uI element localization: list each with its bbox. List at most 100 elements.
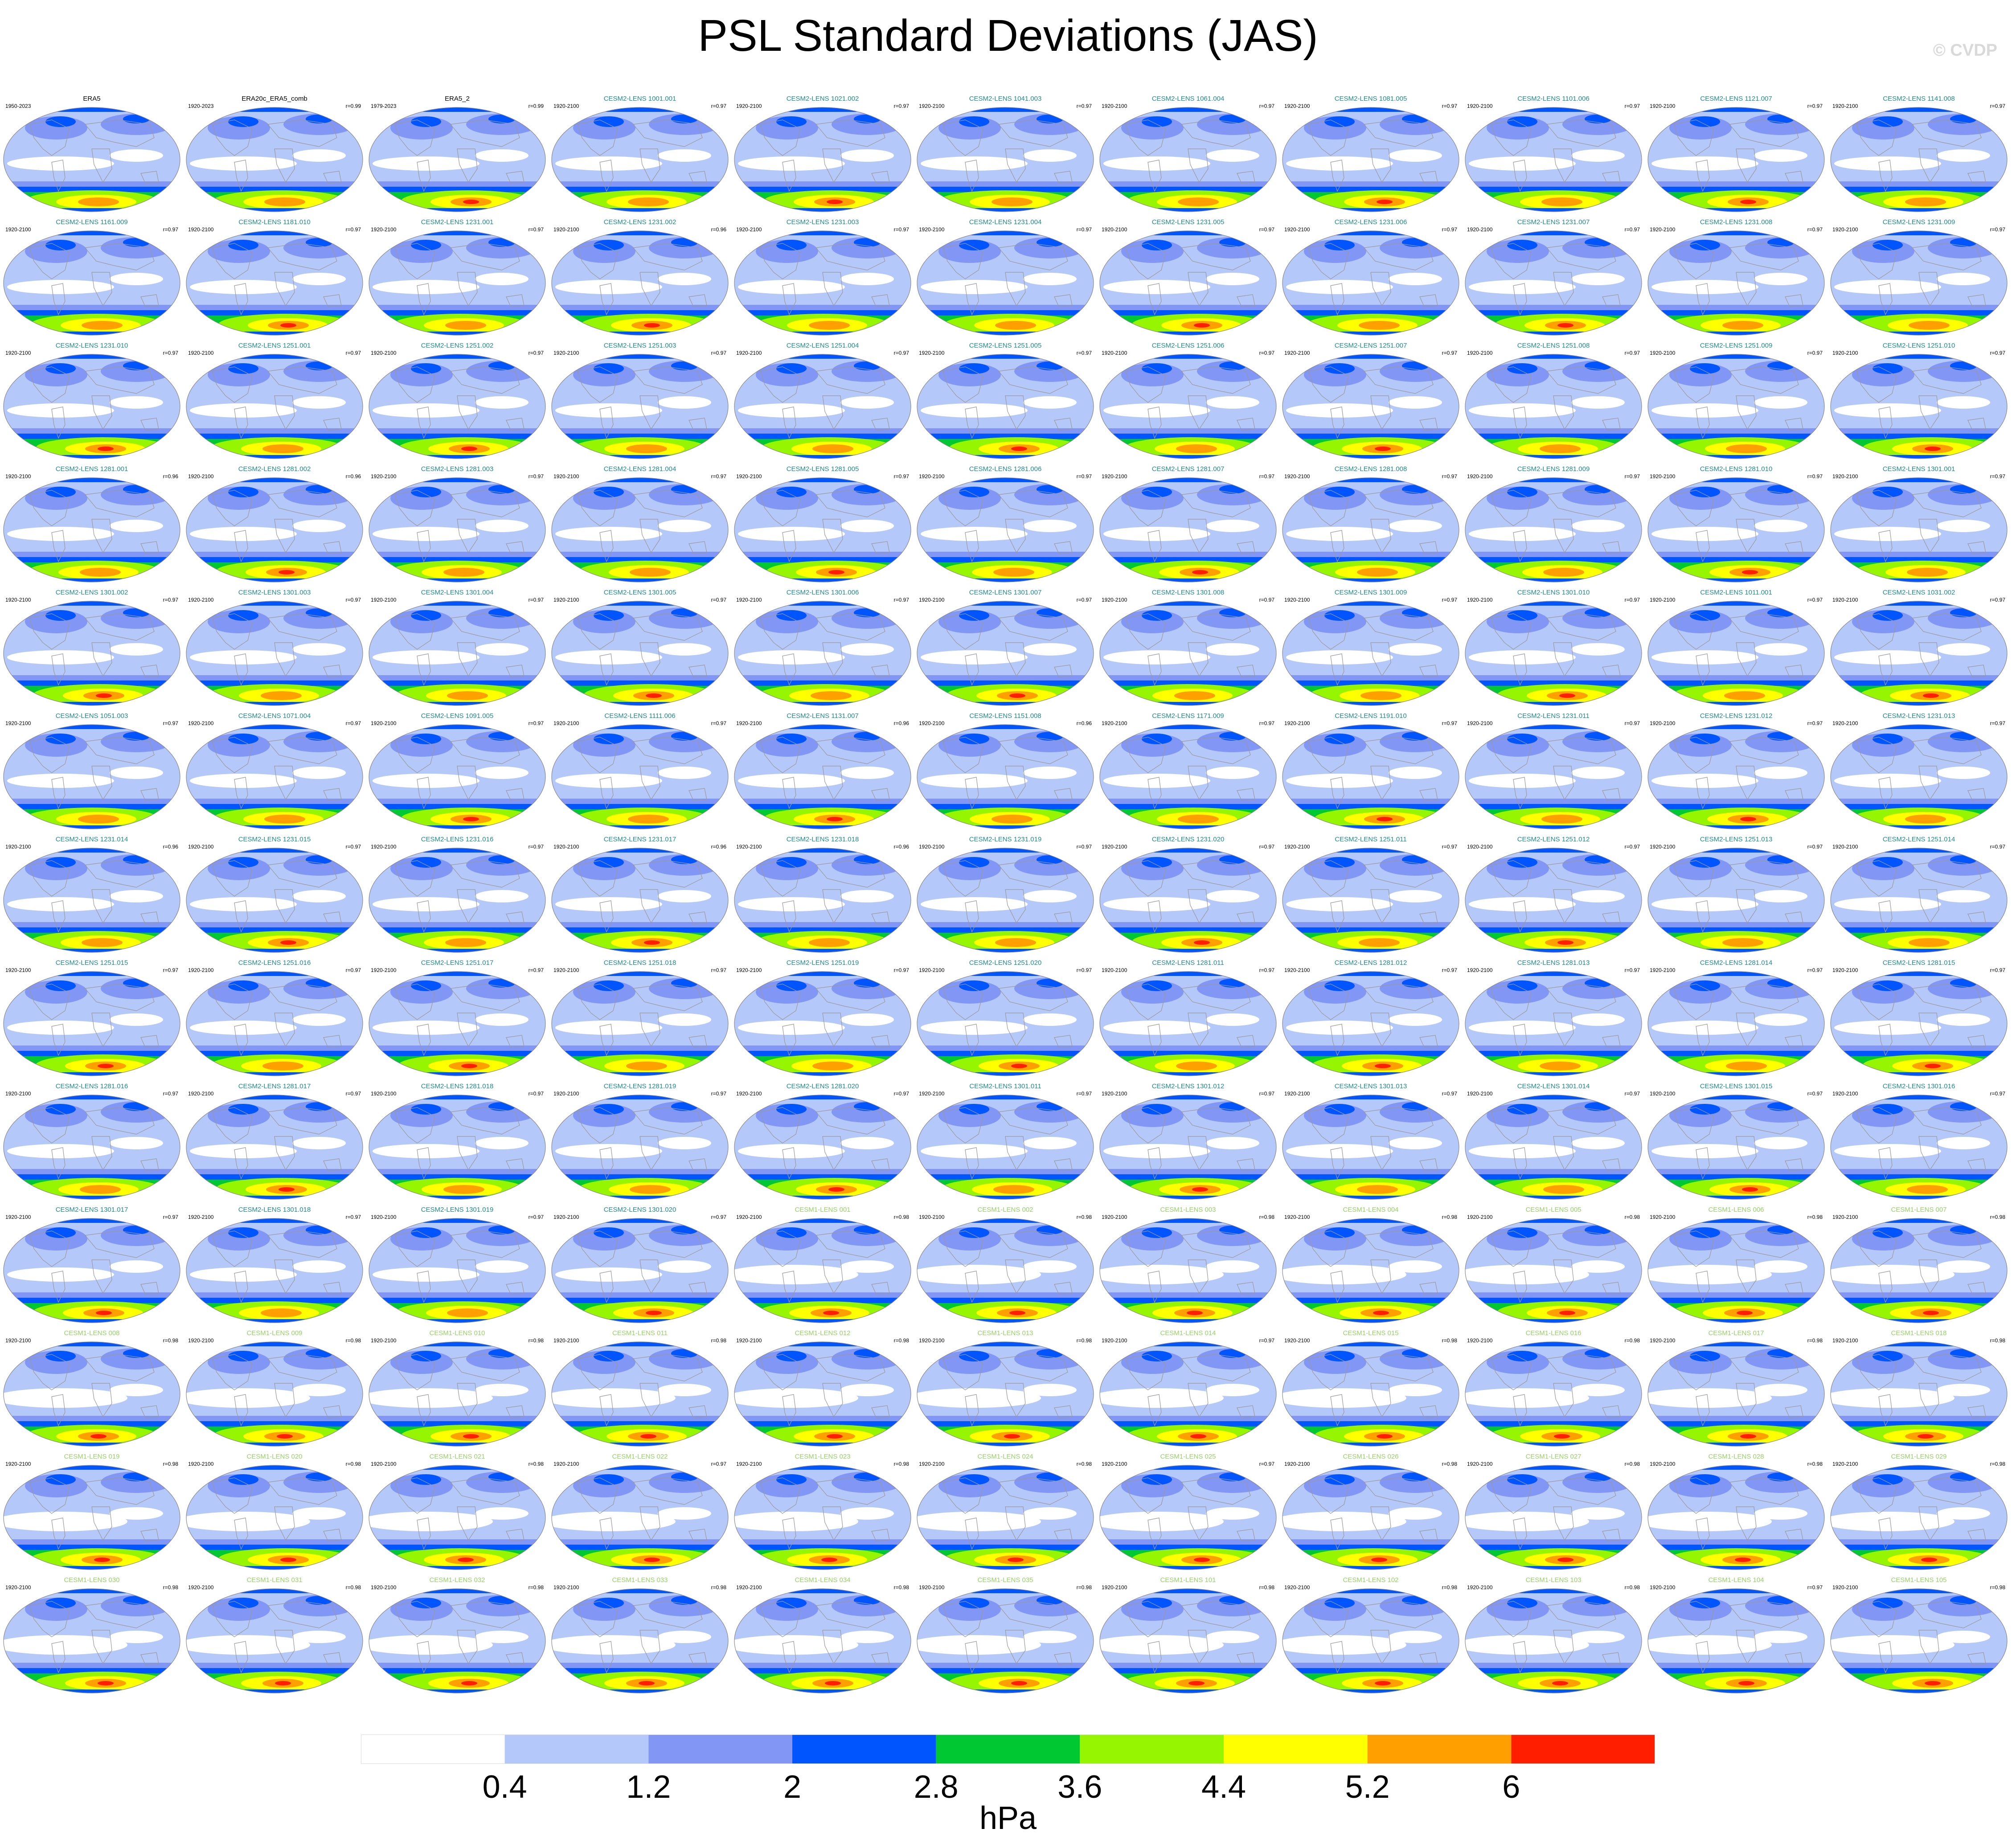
map-panel: 1920-2100 CESM2-LENS 1301.017 r=0.97 [1,1202,183,1325]
panel-title: CESM2-LENS 1281.017 [238,1082,311,1090]
panel-title: CESM2-LENS 1251.008 [1517,342,1590,349]
panel-period: 1920-2100 [1102,844,1127,850]
panel-correlation: r=0.97 [893,226,909,233]
panel-correlation: r=0.97 [1624,720,1640,726]
panel-title: CESM2-LENS 1301.011 [969,1082,1041,1090]
panel-correlation: r=0.97 [528,1214,544,1220]
psl-std-map [1282,1341,1459,1447]
panel-period: 1920-2100 [736,1461,762,1467]
panel-title: CESM1-LENS 016 [1525,1329,1582,1337]
panel-period: 1920-2100 [1467,967,1493,973]
colorbar-swatch [1511,1734,1655,1764]
panel-title: CESM1-LENS 004 [1343,1206,1399,1214]
panel-title: CESM2-LENS 1251.011 [1335,836,1407,843]
panel-title: CESM2-LENS 1251.013 [1700,836,1773,843]
panel-correlation: r=0.97 [1259,226,1274,233]
panel-correlation: r=0.97 [1624,226,1640,233]
panel-title: CESM2-LENS 1251.005 [969,342,1042,349]
panel-period: 1920-2100 [1284,1214,1310,1220]
panel-title: CESM2-LENS 1231.008 [1700,218,1773,226]
panel-title: CESM1-LENS 020 [246,1453,303,1460]
panel-correlation: r=0.97 [345,967,361,973]
panel-title: CESM2-LENS 1301.003 [238,589,311,596]
psl-std-map [917,1341,1094,1447]
map-panel: 1920-2100 CESM2-LENS 1301.007 r=0.97 [914,585,1096,708]
panel-period: 1920-2100 [1650,1091,1676,1097]
map-panel: 1920-2100 CESM2-LENS 1081.005 r=0.97 [1280,91,1462,214]
panel-correlation: r=0.97 [1807,597,1823,603]
panel-correlation: r=0.98 [1442,1214,1457,1220]
panel-period: 1920-2100 [188,1584,214,1591]
panel-correlation: r=0.97 [163,967,178,973]
panel-period: 1920-2100 [1102,597,1127,603]
map-panel: 1920-2100 CESM2-LENS 1231.003 r=0.97 [732,215,914,338]
panel-period: 1920-2100 [1467,1584,1493,1591]
panel-correlation: r=0.96 [1076,720,1092,726]
panel-correlation: r=0.97 [163,226,178,233]
panel-period: 1920-2100 [1467,844,1493,850]
map-panel: 1920-2100 CESM2-LENS 1171.009 r=0.97 [1097,709,1279,832]
panel-period: 1920-2100 [736,1091,762,1097]
watermark: © CVDP [1933,41,1997,60]
psl-std-map [369,601,546,706]
map-panel: 1920-2100 CESM2-LENS 1251.015 r=0.97 [1,955,183,1078]
panel-period: 1920-2100 [736,1584,762,1591]
psl-std-map [1647,1095,1825,1200]
panel-title: CESM2-LENS 1301.010 [1517,589,1590,596]
psl-std-map [1099,107,1277,212]
panel-correlation: r=0.97 [1624,350,1640,356]
panel-correlation: r=0.97 [1624,967,1640,973]
panel-period: 1920-2100 [1650,844,1676,850]
panel-period: 1920-2100 [919,844,945,850]
panel-title: CESM2-LENS 1231.006 [1334,218,1407,226]
map-panel: 1920-2100 CESM2-LENS 1281.004 r=0.97 [549,462,731,585]
panel-correlation: r=0.98 [163,1584,178,1591]
panel-period: 1920-2100 [188,1091,214,1097]
psl-std-map [1282,601,1459,706]
map-panel: 1920-2100 CESM2-LENS 1251.003 r=0.97 [549,338,731,461]
panel-period: 1920-2100 [1284,473,1310,480]
panel-correlation: r=0.97 [1807,1091,1823,1097]
panel-title: CESM2-LENS 1301.005 [603,589,676,596]
panel-correlation: r=0.97 [1624,597,1640,603]
panel-title: CESM2-LENS 1281.012 [1334,959,1407,967]
psl-std-map [1282,848,1459,953]
panel-period: 1920-2100 [919,1584,945,1591]
map-panel: 1920-2100 CESM2-LENS 1231.017 r=0.96 [549,832,731,955]
psl-std-map [1099,848,1277,953]
psl-std-map [1282,1095,1459,1200]
panel-title: CESM2-LENS 1231.001 [421,218,494,226]
psl-std-map [3,1341,180,1447]
psl-std-map [1647,107,1825,212]
map-panel: 1920-2100 CESM2-LENS 1231.020 r=0.97 [1097,832,1279,955]
panel-title: CESM1-LENS 104 [1708,1576,1764,1584]
map-panel: 1920-2100 CESM2-LENS 1251.018 r=0.97 [549,955,731,1078]
map-panel: 1920-2100 CESM2-LENS 1251.007 r=0.97 [1280,338,1462,461]
panel-correlation: r=0.97 [345,720,361,726]
psl-std-map [1099,1588,1277,1693]
map-panel: 1920-2100 CESM1-LENS 024 r=0.98 [914,1449,1096,1572]
panel-title: ERA20c_ERA5_comb [242,95,307,102]
panel-period: 1920-2100 [1102,720,1127,726]
psl-std-map [1465,848,1642,953]
panel-correlation: r=0.97 [528,844,544,850]
panel-title: CESM2-LENS 1171.009 [1152,712,1224,720]
psl-std-map [1830,354,2008,459]
psl-std-map [1830,1341,2008,1447]
panel-title: CESM2-LENS 1281.004 [603,465,676,473]
map-panel: 1920-2100 CESM2-LENS 1281.014 r=0.97 [1645,955,1827,1078]
panel-period: 1920-2100 [371,1091,397,1097]
psl-std-map [3,724,180,829]
panel-title: CESM2-LENS 1281.003 [421,465,494,473]
panel-period: 1920-2100 [1650,1584,1676,1591]
panel-title: CESM2-LENS 1231.011 [1517,712,1590,720]
panel-correlation: r=0.98 [1624,1337,1640,1344]
panel-title: ERA5 [83,95,101,102]
psl-std-map [551,1341,729,1447]
panel-title: CESM1-LENS 024 [977,1453,1033,1460]
psl-std-map [1647,1588,1825,1693]
panel-period: 1920-2100 [736,967,762,973]
psl-std-map [734,354,911,459]
psl-std-map [1647,601,1825,706]
panel-title: CESM2-LENS 1281.005 [786,465,859,473]
